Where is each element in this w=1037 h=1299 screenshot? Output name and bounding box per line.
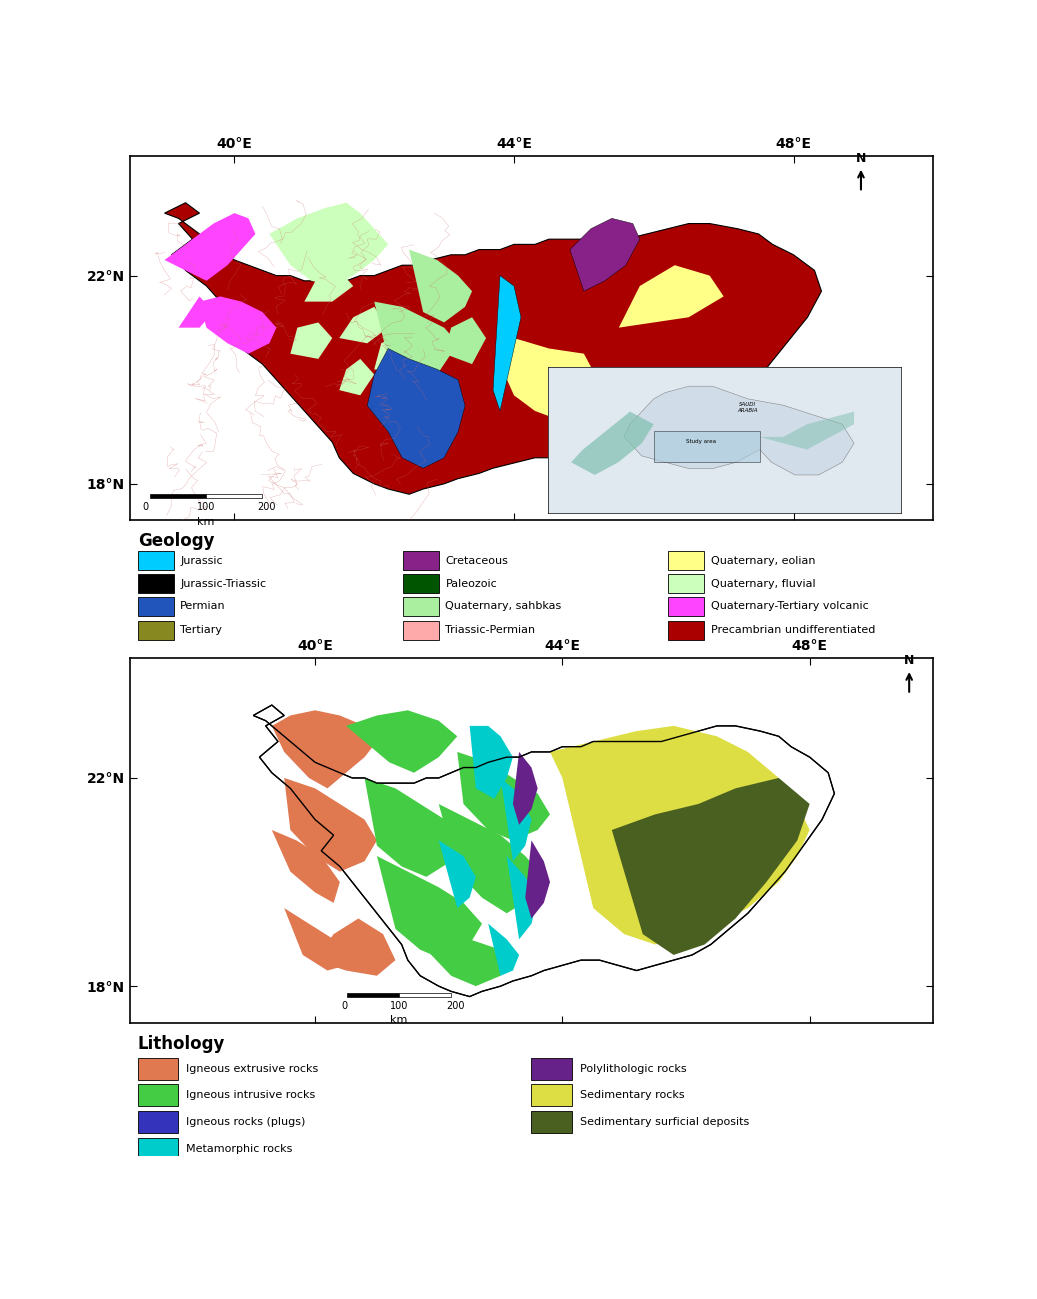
Text: Quaternary, sahbkas: Quaternary, sahbkas xyxy=(446,601,562,612)
Bar xyxy=(138,1138,178,1160)
Polygon shape xyxy=(199,296,277,353)
Text: 100: 100 xyxy=(197,501,215,512)
Polygon shape xyxy=(374,333,416,374)
Bar xyxy=(403,621,439,640)
Polygon shape xyxy=(526,840,550,918)
Bar xyxy=(668,621,704,640)
Text: Geology: Geology xyxy=(138,533,215,551)
Bar xyxy=(138,621,174,640)
Bar xyxy=(138,574,174,594)
Bar xyxy=(206,494,262,499)
Text: Metamorphic rocks: Metamorphic rocks xyxy=(186,1144,292,1154)
Polygon shape xyxy=(272,711,376,788)
Text: Quaternary, fluvial: Quaternary, fluvial xyxy=(710,578,815,588)
Bar xyxy=(403,551,439,570)
Text: 200: 200 xyxy=(446,1000,465,1011)
Polygon shape xyxy=(165,213,255,281)
Bar xyxy=(138,1057,178,1079)
Text: 0: 0 xyxy=(341,1000,347,1011)
Polygon shape xyxy=(388,374,430,416)
Polygon shape xyxy=(612,778,810,955)
Polygon shape xyxy=(376,856,482,960)
Bar xyxy=(346,992,399,998)
Polygon shape xyxy=(410,249,472,322)
Polygon shape xyxy=(488,924,520,976)
Polygon shape xyxy=(550,726,810,944)
Polygon shape xyxy=(444,317,486,364)
Text: km: km xyxy=(197,517,215,526)
Bar xyxy=(149,494,206,499)
Text: Cretaceous: Cretaceous xyxy=(446,556,508,566)
Text: N: N xyxy=(904,655,915,668)
Polygon shape xyxy=(619,265,724,327)
Text: Igneous intrusive rocks: Igneous intrusive rocks xyxy=(186,1090,315,1100)
Text: 100: 100 xyxy=(390,1000,408,1011)
Bar xyxy=(668,551,704,570)
Polygon shape xyxy=(367,348,465,468)
Text: Jurassic-Triassic: Jurassic-Triassic xyxy=(180,578,267,588)
Polygon shape xyxy=(570,218,640,291)
Polygon shape xyxy=(439,804,543,913)
Text: 0: 0 xyxy=(143,501,148,512)
Bar xyxy=(138,551,174,570)
Bar xyxy=(403,574,439,594)
Text: Lithology: Lithology xyxy=(138,1034,225,1052)
Text: Polylithologic rocks: Polylithologic rocks xyxy=(580,1064,686,1074)
Text: km: km xyxy=(390,1016,408,1025)
Text: Quaternary-Tertiary volcanic: Quaternary-Tertiary volcanic xyxy=(710,601,868,612)
Polygon shape xyxy=(346,711,457,773)
Bar xyxy=(138,596,174,616)
Bar xyxy=(668,596,704,616)
Polygon shape xyxy=(272,830,340,903)
Polygon shape xyxy=(253,705,835,996)
Bar xyxy=(532,1085,571,1107)
Text: Jurassic: Jurassic xyxy=(180,556,223,566)
Polygon shape xyxy=(290,322,332,359)
Polygon shape xyxy=(304,270,354,301)
Text: N: N xyxy=(856,152,866,165)
Polygon shape xyxy=(284,908,353,970)
Polygon shape xyxy=(507,856,537,939)
Polygon shape xyxy=(501,778,532,861)
Polygon shape xyxy=(165,203,821,494)
Bar xyxy=(668,574,704,594)
Polygon shape xyxy=(513,752,537,825)
Polygon shape xyxy=(339,359,374,395)
Polygon shape xyxy=(439,840,476,908)
Polygon shape xyxy=(365,778,464,877)
Polygon shape xyxy=(284,778,376,872)
Text: Paleozoic: Paleozoic xyxy=(446,578,497,588)
Bar xyxy=(138,1085,178,1107)
Text: Precambrian undifferentiated: Precambrian undifferentiated xyxy=(710,625,875,635)
Polygon shape xyxy=(470,726,513,799)
Polygon shape xyxy=(457,752,550,840)
Text: Triassic-Permian: Triassic-Permian xyxy=(446,625,535,635)
Text: Igneous rocks (plugs): Igneous rocks (plugs) xyxy=(186,1117,305,1128)
Bar xyxy=(403,596,439,616)
Polygon shape xyxy=(374,301,458,385)
Polygon shape xyxy=(493,275,521,410)
Polygon shape xyxy=(270,203,388,286)
Polygon shape xyxy=(178,296,214,327)
Bar xyxy=(532,1111,571,1133)
Text: Permian: Permian xyxy=(180,601,226,612)
Bar xyxy=(138,1111,178,1133)
Polygon shape xyxy=(339,307,388,343)
Text: Tertiary: Tertiary xyxy=(180,625,222,635)
Text: Sedimentary rocks: Sedimentary rocks xyxy=(580,1090,684,1100)
Text: Quaternary, eolian: Quaternary, eolian xyxy=(710,556,815,566)
Polygon shape xyxy=(500,338,598,421)
Polygon shape xyxy=(315,918,395,976)
Bar xyxy=(399,992,451,998)
Polygon shape xyxy=(408,908,513,986)
Bar xyxy=(532,1057,571,1079)
Text: Igneous extrusive rocks: Igneous extrusive rocks xyxy=(186,1064,318,1074)
Text: 200: 200 xyxy=(257,501,276,512)
Text: Sedimentary surficial deposits: Sedimentary surficial deposits xyxy=(580,1117,749,1128)
